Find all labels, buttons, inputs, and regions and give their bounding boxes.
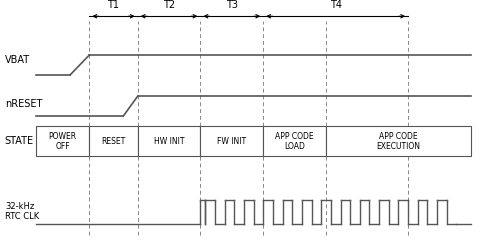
Text: nRESET: nRESET: [5, 99, 42, 109]
Text: 32-kHz
RTC CLK: 32-kHz RTC CLK: [5, 202, 39, 221]
Text: STATE: STATE: [5, 136, 34, 146]
Text: HW INIT: HW INIT: [154, 137, 185, 146]
Text: T2: T2: [163, 0, 175, 10]
Text: APP CODE
LOAD: APP CODE LOAD: [275, 132, 314, 151]
Text: VBAT: VBAT: [5, 55, 30, 65]
Text: T4: T4: [330, 0, 341, 10]
Text: POWER
OFF: POWER OFF: [49, 132, 77, 151]
Bar: [200, 126, 263, 156]
Text: FW INIT: FW INIT: [217, 137, 246, 146]
Bar: [138, 126, 200, 156]
Text: APP CODE
EXECUTION: APP CODE EXECUTION: [376, 132, 421, 151]
Bar: [36, 126, 89, 156]
Text: T1: T1: [108, 0, 119, 10]
Bar: [89, 126, 138, 156]
Text: T3: T3: [226, 0, 238, 10]
Text: RESET: RESET: [101, 137, 126, 146]
Bar: [263, 126, 326, 156]
Bar: [326, 126, 471, 156]
